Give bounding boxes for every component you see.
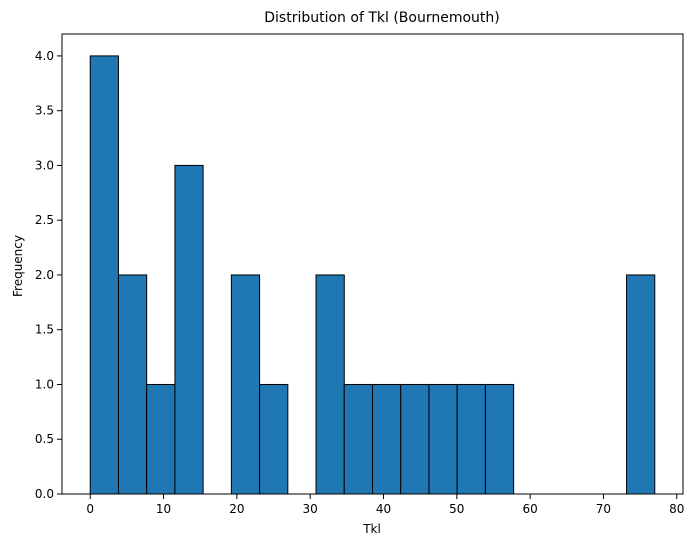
y-tick-label-1: 0.5	[35, 432, 54, 446]
plot-area-frame	[61, 33, 684, 495]
histogram-bar-12	[428, 383, 458, 495]
x-tick-label-1: 10	[156, 502, 171, 516]
x-tick-label-7: 70	[596, 502, 611, 516]
y-tick-label-6: 3.0	[35, 158, 54, 172]
x-tick-label-0: 0	[86, 502, 94, 516]
histogram-bar-11	[400, 383, 430, 495]
histogram-bar-2	[146, 383, 176, 495]
x-tick-label-4: 40	[376, 502, 391, 516]
bars-group	[89, 55, 656, 495]
x-axis-label: Tkl	[362, 522, 381, 536]
histogram-bar-14	[484, 383, 515, 495]
histogram-bar-13	[456, 383, 486, 495]
histogram-bar-19	[626, 274, 656, 495]
y-axis-label: Frequency	[11, 235, 25, 297]
chart-title: Distribution of Tkl (Bournemouth)	[264, 10, 499, 26]
x-tick-label-8: 80	[669, 502, 684, 516]
y-tick-label-5: 2.5	[35, 213, 54, 227]
histogram-bar-8	[315, 274, 345, 495]
x-tick-label-6: 60	[522, 502, 537, 516]
histogram-bar-5	[230, 274, 261, 495]
histogram-bar-0	[89, 55, 119, 495]
y-tick-label-7: 3.5	[35, 104, 54, 118]
x-tick-label-2: 20	[229, 502, 244, 516]
histogram-bar-10	[372, 383, 402, 495]
y-axis-ticks: 0.0 0.5 1.0 1.5 2.0 2.5 3.0 3.5 4.0	[35, 49, 62, 501]
y-tick-label-3: 1.5	[35, 323, 54, 337]
histogram-bar-3	[174, 164, 204, 495]
y-tick-label-0: 0.0	[35, 487, 54, 501]
histogram-bar-9	[343, 383, 374, 495]
x-tick-label-3: 30	[303, 502, 318, 516]
x-axis-ticks: 0 10 20 30 40 50 60 70 80	[86, 494, 684, 516]
y-tick-label-2: 1.0	[35, 377, 54, 391]
y-tick-label-4: 2.0	[35, 268, 54, 282]
histogram-bar-6	[259, 383, 289, 495]
x-tick-label-5: 50	[449, 502, 464, 516]
histogram-bar-1	[117, 274, 148, 495]
y-tick-label-8: 4.0	[35, 49, 54, 63]
